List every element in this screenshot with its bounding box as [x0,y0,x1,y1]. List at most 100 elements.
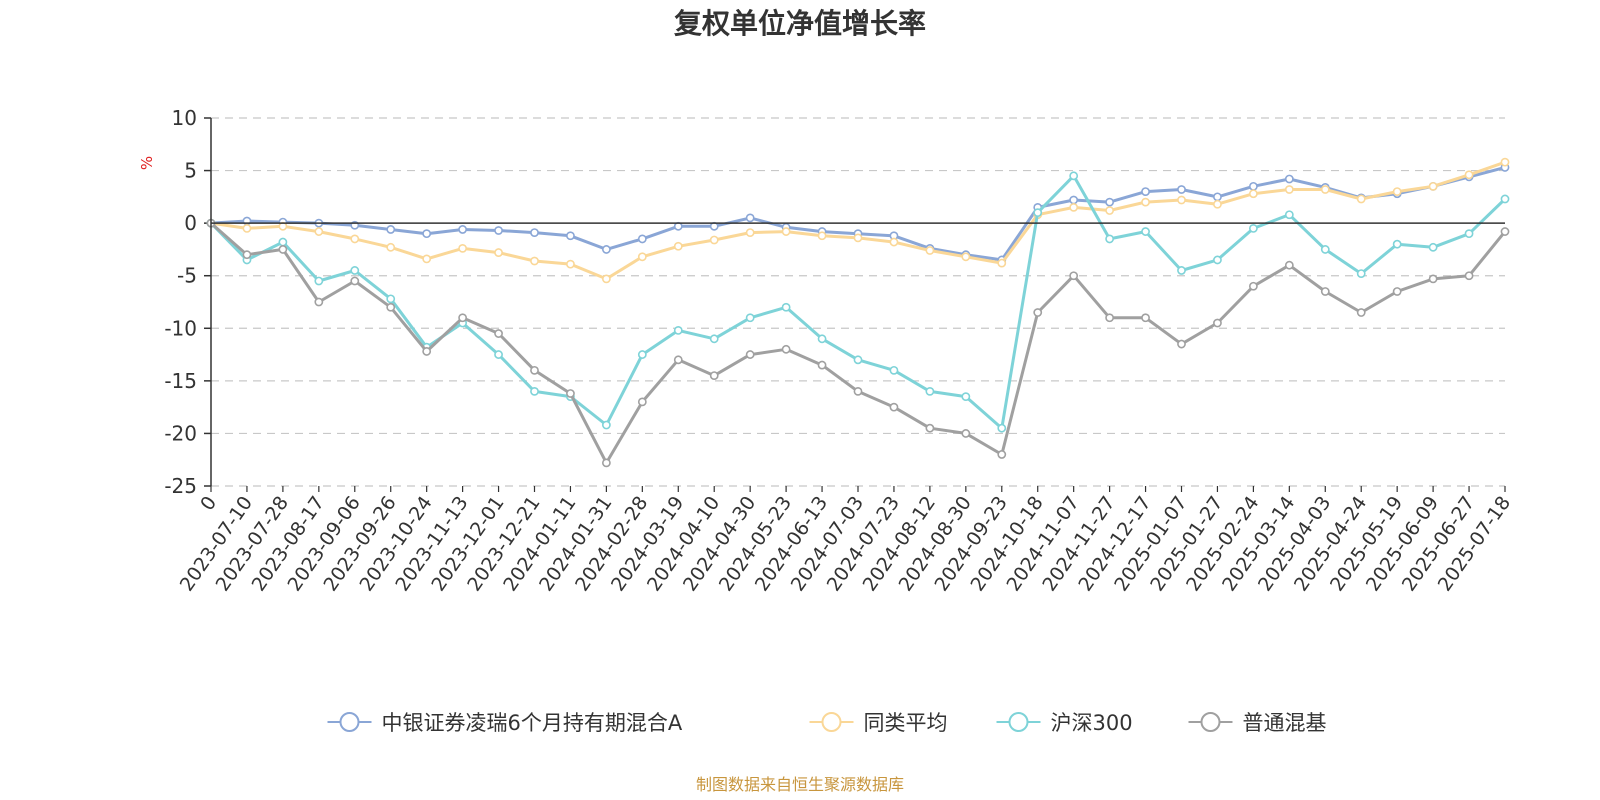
legend-item[interactable]: 中银证券凌瑞6个月持有期混合A [327,711,683,735]
y-axis-ticks: 10 5 0 -5 -10 -15 -20 -25 [164,106,211,498]
legend-label: 中银证券凌瑞6个月持有期混合A [382,711,683,735]
data-point [1428,242,1438,252]
data-point [961,252,971,262]
data-point [925,386,935,396]
data-point [781,227,791,236]
data-point [1105,206,1115,215]
data-point [1320,185,1330,194]
data-point [314,276,324,286]
data-point [1177,339,1186,349]
data-point [961,429,971,438]
data-point [242,223,252,233]
data-point [745,213,755,223]
data-point [709,334,719,344]
data-point [314,297,324,307]
legend-circle-icon [339,712,360,732]
series-0 [206,163,1510,265]
series-line [210,221,1507,465]
data-point [1320,245,1330,254]
data-point [494,329,503,338]
data-point [601,245,611,254]
data-source-note: 制图数据来自恒生聚源数据库 [696,775,904,794]
data-point [494,350,503,359]
data-point [494,226,503,235]
data-point [1213,199,1222,209]
data-point [1392,187,1402,196]
data-point [673,355,683,365]
data-point [566,259,575,269]
data-point [458,243,468,253]
data-point [745,313,755,323]
data-point [386,302,396,312]
data-point [530,386,539,396]
legend-circle-icon [1200,712,1221,732]
legend-item[interactable]: 同类平均 [809,711,948,735]
data-point [1105,197,1115,207]
data-point [350,266,360,275]
data-point [1356,269,1366,279]
y-axis-unit-label: % [138,156,156,170]
data-point [386,294,396,304]
data-point [637,397,647,407]
data-point [566,389,575,398]
data-point [1213,192,1222,202]
data-point [1428,274,1438,284]
data-point [781,302,791,312]
data-point [853,386,863,396]
data-point [1069,202,1079,212]
data-point [1177,185,1186,194]
data-point [1500,157,1510,167]
data-point [1320,287,1330,296]
x-tick-label: 0 [196,492,221,515]
y-tick-label: 0 [184,211,197,235]
chart-legend: 中银证券凌瑞6个月持有期混合A 同类平均 沪深300 普通混基 [327,711,1327,735]
y-tick-label: 5 [184,159,197,183]
data-point [386,225,396,234]
y-tick-label: -5 [177,264,197,288]
data-point [1500,194,1510,204]
data-point [1392,287,1402,296]
data-point [1284,185,1294,194]
grid-lines [211,117,1505,487]
data-point [530,365,539,375]
legend-label: 沪深300 [1051,711,1133,735]
legend-item[interactable]: 普通混基 [1188,711,1327,735]
data-point [1428,181,1438,191]
series-lines [206,157,1510,468]
data-point [1248,223,1258,233]
data-point [1105,234,1115,244]
data-point [1464,229,1474,239]
data-point [637,252,647,262]
data-point [1392,239,1402,249]
data-point [601,458,611,468]
legend-circle-icon [1008,712,1029,732]
data-point [1356,194,1366,204]
data-point [925,423,935,433]
data-point [1213,318,1222,328]
y-tick-label: 10 [172,106,197,130]
data-point [925,246,935,255]
data-point [1033,308,1043,317]
chart-title: 复权单位净值增长率 [674,7,926,40]
data-point [386,242,396,252]
data-point [781,344,791,354]
data-point [1177,266,1186,275]
x-axis-ticks: 02023-07-102023-07-282023-08-172023-09-0… [176,486,1515,595]
data-point [350,276,360,286]
data-point [601,274,611,284]
data-point [997,423,1007,433]
data-point [1141,187,1150,196]
data-point [1248,181,1258,191]
data-point [242,250,252,260]
data-point [1033,208,1043,218]
data-point [422,254,432,264]
series-3 [206,218,1510,468]
data-point [1248,281,1258,291]
legend-item[interactable]: 沪深300 [996,711,1133,735]
data-point [1500,227,1510,236]
data-point [745,228,755,238]
data-point [745,350,755,359]
data-point [601,420,611,430]
series-line [210,165,1506,262]
data-point [458,313,468,323]
